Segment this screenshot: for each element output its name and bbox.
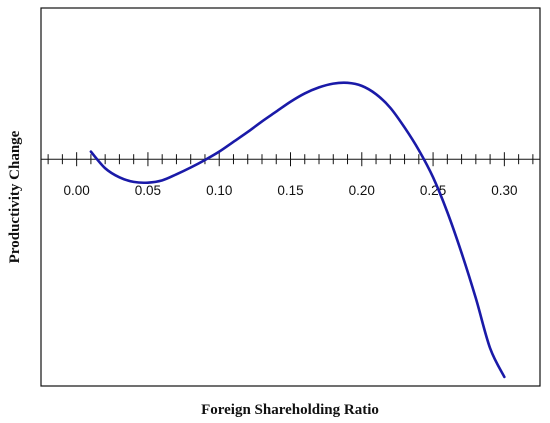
x-tick-label: 0.20 bbox=[349, 183, 375, 198]
x-axis-title: Foreign Shareholding Ratio bbox=[201, 402, 379, 418]
data-series-line bbox=[89, 81, 506, 379]
plot-area-frame bbox=[40, 7, 541, 387]
y-axis-title: Productivity Change bbox=[7, 130, 23, 263]
x-tick-label: 0.15 bbox=[277, 183, 303, 198]
x-axis-tick-labels: 0.00 0.05 0.10 0.15 0.20 0.25 0.30 bbox=[64, 183, 518, 198]
x-tick-label: 0.05 bbox=[135, 183, 161, 198]
x-tick-label: 0.00 bbox=[64, 183, 90, 198]
x-tick-label: 0.30 bbox=[491, 183, 517, 198]
x-tick-label: 0.10 bbox=[206, 183, 232, 198]
